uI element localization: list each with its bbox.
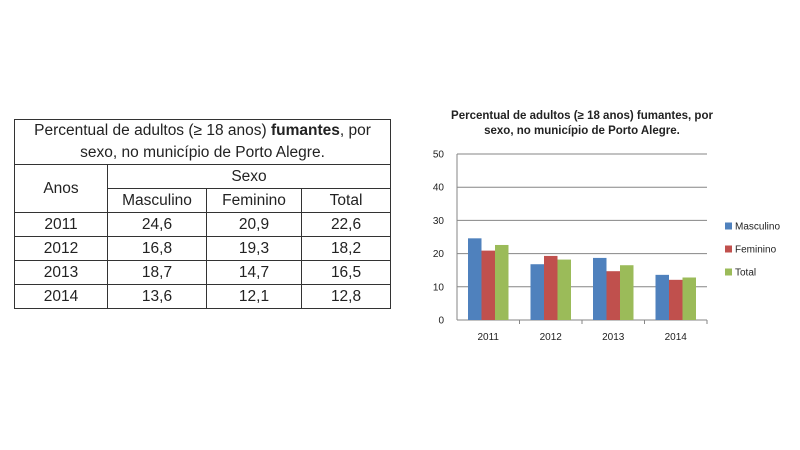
header-sexo: Sexo xyxy=(106,164,392,189)
table-row: 2012 16,8 19,3 18,2 xyxy=(14,236,392,261)
table-title: Percentual de adultos (≥ 18 anos) fumant… xyxy=(13,119,392,165)
bar-total-2013 xyxy=(620,265,634,320)
y-tick-label: 20 xyxy=(433,249,445,260)
table-header-row: Anos Sexo xyxy=(14,164,392,213)
bar-total-2011 xyxy=(495,244,509,320)
bar-chart: Percentual de adultos (≥ 18 anos) fumant… xyxy=(433,110,781,343)
cell-ano: 2012 xyxy=(14,236,108,261)
cell-ano: 2014 xyxy=(14,284,108,309)
table-row: 2011 24,6 20,9 22,6 xyxy=(14,212,392,237)
legend-swatch-total xyxy=(725,268,732,276)
bar-masculino-2014 xyxy=(655,274,669,320)
bar-total-2014 xyxy=(682,277,696,320)
chart-title-line: Percentual de adultos (≥ 18 anos) fumant… xyxy=(451,110,713,122)
header-anos: Anos xyxy=(14,164,108,213)
bar-masculino-2011 xyxy=(468,238,482,320)
y-tick-label: 50 xyxy=(433,150,445,161)
cell-total: 16,5 xyxy=(300,260,392,285)
cell-total: 22,6 xyxy=(300,212,392,237)
bar-feminino-2011 xyxy=(481,250,495,320)
bar-masculino-2012 xyxy=(530,264,544,320)
legend-swatch-masculino xyxy=(725,222,732,230)
cell-masculino: 13,6 xyxy=(107,284,207,309)
cell-feminino: 19,3 xyxy=(206,236,302,261)
header-total: Total xyxy=(300,188,392,213)
cell-masculino: 24,6 xyxy=(107,212,207,237)
bar-masculino-2013 xyxy=(593,257,607,320)
x-tick-label: 2014 xyxy=(665,332,688,343)
y-tick-label: 30 xyxy=(433,216,445,227)
header-feminino: Feminino xyxy=(206,188,302,213)
cell-ano: 2013 xyxy=(14,260,108,285)
cell-feminino: 14,7 xyxy=(206,260,302,285)
cell-masculino: 18,7 xyxy=(107,260,207,285)
bar-total-2012 xyxy=(557,259,571,320)
cell-masculino: 16,8 xyxy=(107,236,207,261)
table-title-row: Percentual de adultos (≥ 18 anos) fumant… xyxy=(13,119,392,165)
y-tick-label: 40 xyxy=(433,183,445,194)
legend-label-masculino: Masculino xyxy=(735,222,780,233)
y-tick-label: 0 xyxy=(438,316,444,327)
cell-total: 18,2 xyxy=(300,236,392,261)
table-row: 2013 18,7 14,7 16,5 xyxy=(14,260,392,285)
table-row: 2014 13,6 12,1 12,8 xyxy=(14,284,392,309)
x-tick-label: 2012 xyxy=(540,332,563,343)
cell-feminino: 20,9 xyxy=(206,212,302,237)
cell-total: 12,8 xyxy=(300,284,392,309)
table-subheader-row: Masculino Feminino Total xyxy=(15,188,392,213)
cell-ano: 2011 xyxy=(14,212,108,237)
cell-feminino: 12,1 xyxy=(206,284,302,309)
x-tick-label: 2013 xyxy=(602,332,625,343)
bar-feminino-2013 xyxy=(606,271,620,320)
x-tick-label: 2011 xyxy=(477,332,499,343)
chart-title-line: sexo, no município de Porto Alegre. xyxy=(484,125,680,137)
legend-label-total: Total xyxy=(735,268,756,279)
bar-feminino-2014 xyxy=(669,279,683,320)
smokers-table: Percentual de adultos (≥ 18 anos) fumant… xyxy=(13,119,392,309)
legend-swatch-feminino xyxy=(725,245,732,253)
bar-feminino-2012 xyxy=(544,255,558,320)
legend-label-feminino: Feminino xyxy=(735,245,777,256)
y-tick-label: 10 xyxy=(433,282,445,293)
header-masculino: Masculino xyxy=(107,188,207,213)
